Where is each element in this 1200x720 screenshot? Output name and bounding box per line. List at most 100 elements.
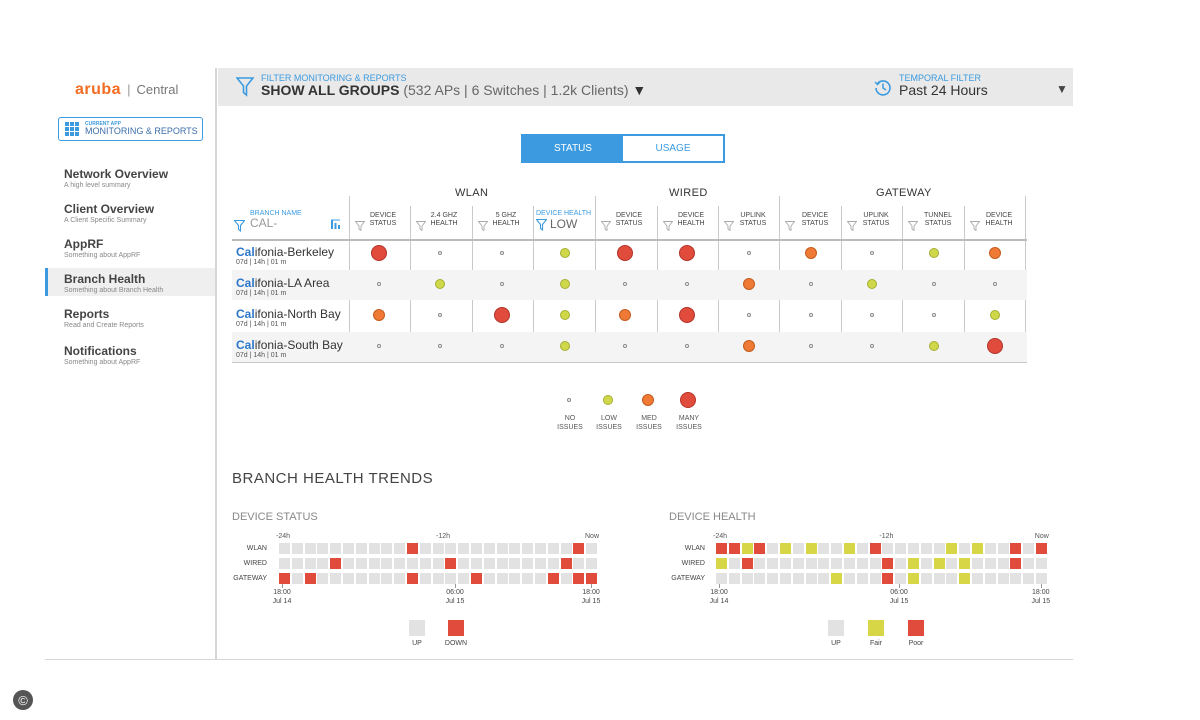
status-dot-none[interactable]	[870, 251, 874, 255]
device-status-cell[interactable]	[458, 573, 470, 584]
device-health-cell[interactable]	[818, 573, 830, 584]
device-status-cell[interactable]	[522, 543, 534, 554]
device-status-cell[interactable]	[407, 543, 418, 554]
device-status-cell[interactable]	[483, 558, 495, 569]
status-dot-none[interactable]	[685, 282, 689, 286]
column-header[interactable]: 2.4 GHZ HEALTH	[419, 212, 469, 238]
device-status-cell[interactable]	[381, 558, 393, 569]
nav-item-reports[interactable]: Reports Read and Create Reports	[45, 303, 215, 331]
device-health-cell[interactable]	[1036, 573, 1047, 584]
device-health-cell[interactable]	[767, 558, 779, 569]
temporal-filter-caret[interactable]: ▼	[1056, 82, 1068, 96]
device-health-cell[interactable]	[741, 558, 753, 569]
device-status-cell[interactable]	[355, 558, 367, 569]
device-status-cell[interactable]	[586, 573, 598, 584]
sort-icon[interactable]	[331, 219, 342, 230]
status-dot-none[interactable]	[438, 251, 442, 255]
branch-name[interactable]: Califonia-Berkeley	[236, 245, 334, 259]
device-health-cell[interactable]	[972, 558, 983, 569]
status-dot-none[interactable]	[870, 344, 874, 348]
device-status-cell[interactable]	[279, 573, 290, 584]
status-dot-none[interactable]	[993, 282, 997, 286]
device-health-cell[interactable]	[716, 558, 727, 569]
device-status-cell[interactable]	[496, 558, 508, 569]
device-health-cell[interactable]	[856, 558, 868, 569]
device-status-cell[interactable]	[471, 543, 482, 554]
status-dot-low[interactable]	[560, 279, 570, 289]
nav-item-client-overview[interactable]: Client Overview A Client Specific Summary	[45, 198, 215, 226]
device-status-cell[interactable]	[381, 543, 393, 554]
status-dot-none[interactable]	[932, 282, 936, 286]
status-dot-many[interactable]	[987, 338, 1003, 354]
nav-item-network-overview[interactable]: Network Overview A high level summary	[45, 163, 215, 191]
column-header[interactable]: TUNNEL STATUS	[913, 212, 963, 238]
status-dot-none[interactable]	[623, 282, 627, 286]
device-status-cell[interactable]	[573, 543, 585, 554]
device-status-cell[interactable]	[560, 543, 572, 554]
device-health-cell[interactable]	[869, 543, 881, 554]
device-status-cell[interactable]	[394, 573, 406, 584]
device-status-cell[interactable]	[407, 573, 418, 584]
device-health-cell[interactable]	[741, 573, 753, 584]
device-health-cell[interactable]	[1010, 573, 1022, 584]
device-health-cell[interactable]	[908, 558, 919, 569]
device-status-cell[interactable]	[279, 558, 290, 569]
status-dot-none[interactable]	[747, 313, 751, 317]
status-dot-low[interactable]	[990, 310, 1000, 320]
device-health-cell[interactable]	[792, 573, 804, 584]
device-health-cell[interactable]	[997, 573, 1009, 584]
device-health-cell[interactable]	[959, 543, 971, 554]
device-health-cell[interactable]	[946, 543, 958, 554]
device-status-cell[interactable]	[535, 543, 546, 554]
device-status-cell[interactable]	[330, 543, 342, 554]
device-health-cell[interactable]	[920, 558, 932, 569]
device-health-cell[interactable]	[972, 573, 983, 584]
device-health-cell[interactable]	[805, 543, 817, 554]
nav-item-notifications[interactable]: Notifications Something about AppRF	[45, 340, 215, 368]
device-health-cell[interactable]	[869, 573, 881, 584]
device-health-cell[interactable]	[856, 543, 868, 554]
device-health-cell[interactable]	[805, 558, 817, 569]
device-health-cell[interactable]	[882, 558, 894, 569]
device-status-cell[interactable]	[496, 543, 508, 554]
device-status-cell[interactable]	[535, 558, 546, 569]
device-health-cell[interactable]	[844, 558, 855, 569]
device-health-cell[interactable]	[767, 543, 779, 554]
device-health-cell[interactable]	[997, 558, 1009, 569]
device-status-cell[interactable]	[304, 558, 316, 569]
status-dot-many[interactable]	[494, 307, 510, 323]
device-health-cell[interactable]	[908, 573, 919, 584]
device-status-cell[interactable]	[547, 573, 559, 584]
device-status-cell[interactable]	[407, 558, 418, 569]
status-dot-low[interactable]	[929, 248, 939, 258]
status-dot-many[interactable]	[679, 245, 695, 261]
column-header[interactable]: DEVICE STATUS	[790, 212, 840, 238]
device-health-cell[interactable]	[831, 573, 843, 584]
device-health-cell[interactable]	[959, 558, 971, 569]
device-health-cell[interactable]	[741, 543, 753, 554]
device-health-cell[interactable]	[1023, 543, 1035, 554]
column-header[interactable]: DEVICE STATUS	[604, 212, 654, 238]
device-status-cell[interactable]	[343, 558, 354, 569]
device-status-cell[interactable]	[471, 573, 482, 584]
device-status-cell[interactable]	[343, 543, 354, 554]
branch-name[interactable]: Califonia-LA Area	[236, 276, 329, 290]
device-health-cell[interactable]	[895, 558, 907, 569]
branch-name-filter[interactable]: BRANCH NAME CAL-	[232, 210, 302, 232]
device-status-cell[interactable]	[394, 543, 406, 554]
device-status-cell[interactable]	[330, 573, 342, 584]
status-dot-none[interactable]	[932, 313, 936, 317]
status-dot-none[interactable]	[377, 344, 381, 348]
device-status-cell[interactable]	[368, 558, 380, 569]
status-dot-none[interactable]	[438, 313, 442, 317]
filter-icon[interactable]	[846, 218, 858, 232]
status-dot-many[interactable]	[679, 307, 695, 323]
device-status-cell[interactable]	[522, 573, 534, 584]
device-health-cell[interactable]	[895, 573, 907, 584]
device-status-cell[interactable]	[368, 543, 380, 554]
status-dot-none[interactable]	[500, 282, 504, 286]
device-health-cell[interactable]	[805, 573, 817, 584]
device-health-cell[interactable]	[933, 543, 945, 554]
temporal-filter-value[interactable]: Past 24 Hours	[899, 82, 988, 98]
device-status-cell[interactable]	[445, 573, 457, 584]
